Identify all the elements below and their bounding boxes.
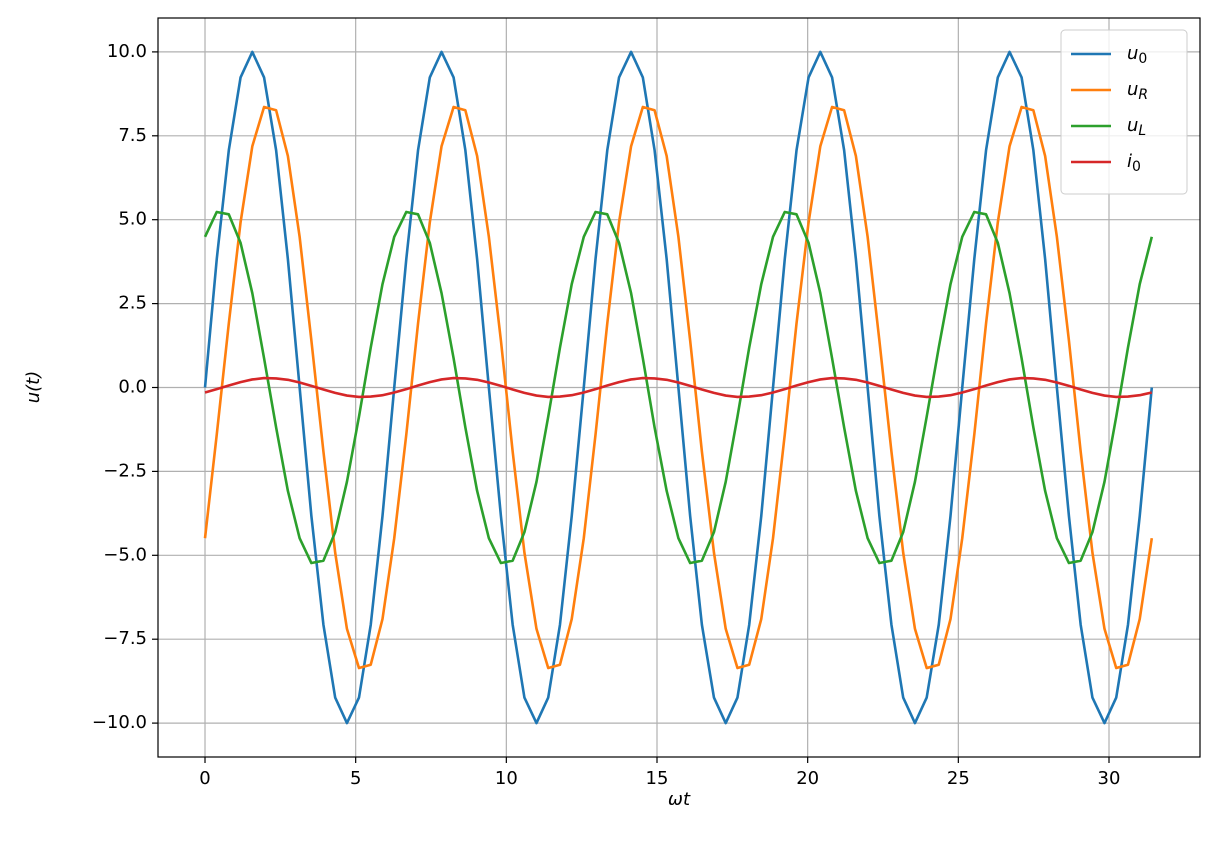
y-tick-label: −5.0 (103, 544, 147, 565)
grid (158, 18, 1200, 757)
legend-label: uL (1127, 115, 1146, 139)
y-tick-label: 0.0 (118, 377, 147, 398)
legend-label: u0 (1127, 43, 1147, 67)
plot-area (203, 50, 1154, 725)
y-tick-label: 2.5 (118, 293, 147, 314)
x-tick-label: 25 (947, 768, 970, 789)
y-tick-label: 7.5 (118, 125, 147, 146)
line-series (203, 210, 1154, 565)
x-tick-label: 0 (199, 768, 210, 789)
legend: u0 uR uL i0 (1060, 29, 1188, 195)
x-tick-label: 10 (495, 768, 518, 789)
x-tick-label: 20 (796, 768, 819, 789)
y-tick-label: 5.0 (118, 209, 147, 230)
y-tick-label: −10.0 (92, 712, 147, 733)
line-series (203, 50, 1154, 725)
y-tick-label: −7.5 (103, 628, 147, 649)
line-series (204, 376, 1153, 399)
x-axis-label: ωt (668, 789, 691, 810)
x-tick-label: 15 (646, 768, 669, 789)
y-tick-label: −2.5 (103, 460, 147, 481)
line-series (203, 105, 1154, 670)
y-tick-label: 10.0 (107, 41, 147, 62)
y-axis-label: u(t) (23, 371, 44, 404)
x-tick-label: 5 (350, 768, 361, 789)
legend-label: uR (1127, 79, 1148, 103)
legend-label: i0 (1127, 151, 1141, 175)
x-tick-label: 30 (1098, 768, 1121, 789)
legend-frame (1060, 29, 1188, 195)
